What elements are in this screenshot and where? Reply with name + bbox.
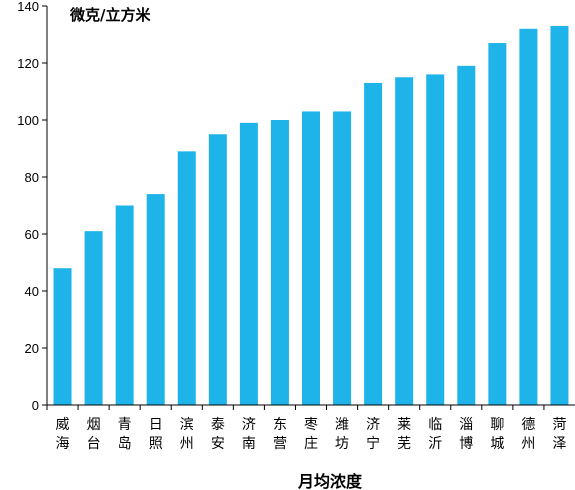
y-tick-label: 100 [17, 113, 39, 128]
y-tick-label: 120 [17, 56, 39, 71]
bar-7 [239, 122, 258, 405]
x-tick-label: 临 [428, 417, 442, 433]
y-tick-label: 0 [32, 398, 39, 413]
y-tick-label: 20 [25, 341, 39, 356]
x-tick-label: 东 [273, 417, 287, 433]
y-tick-label: 140 [17, 0, 39, 14]
x-tick-label: 庄 [304, 435, 318, 452]
y-tick-label: 80 [25, 170, 39, 185]
x-tick-label: 博 [459, 435, 473, 452]
bar-15 [488, 43, 507, 406]
x-tick-label: 泽 [552, 436, 566, 452]
x-tick-label: 沂 [428, 436, 442, 452]
bar-13 [426, 74, 445, 406]
x-tick-label: 州 [521, 436, 535, 452]
x-tick-label: 泰 [211, 417, 225, 433]
bar-1 [53, 268, 72, 405]
bar-6 [208, 134, 227, 405]
x-tick-label: 州 [180, 436, 194, 452]
bar-11 [364, 82, 383, 405]
x-tick-label: 菏 [552, 417, 566, 433]
x-tick-label: 济 [242, 417, 256, 433]
x-tick-label: 城 [490, 436, 504, 452]
x-tick-label: 照 [149, 436, 163, 452]
bar-9 [301, 111, 320, 405]
x-tick-label: 济 [366, 417, 380, 433]
bar-14 [457, 65, 476, 405]
x-tick-label: 莱 [397, 417, 411, 433]
x-tick-label: 滨 [180, 417, 194, 433]
y-unit-label: 微克/立方米 [69, 6, 151, 24]
x-tick-label: 海 [56, 436, 70, 452]
x-tick-label: 青 [118, 417, 132, 433]
x-tick-label: 营 [273, 436, 287, 452]
bar-12 [395, 77, 414, 405]
bar-16 [519, 28, 538, 406]
x-tick-label: 台 [87, 436, 101, 452]
bar-8 [270, 120, 289, 405]
y-tick-label: 60 [25, 227, 39, 242]
bar-5 [177, 151, 196, 405]
x-tick-label: 聊 [490, 417, 504, 433]
bar-17 [550, 25, 569, 405]
x-tick-label: 岛 [118, 436, 132, 452]
x-tick-label: 威 [56, 417, 70, 433]
bar-4 [146, 194, 165, 405]
x-tick-label: 坊 [335, 436, 349, 452]
x-tick-label: 日 [149, 417, 163, 433]
bar-2 [84, 231, 103, 405]
x-tick-label: 德 [521, 417, 535, 433]
y-tick-label: 40 [25, 284, 39, 299]
y-axis: 0 20 40 60 80 100 120 140 [17, 0, 48, 413]
x-tick-label: 潍 [335, 417, 349, 433]
x-tick-label: 烟 [87, 417, 101, 433]
x-tick-label: 淄 [459, 417, 473, 433]
x-tick-label: 南 [242, 436, 256, 452]
x-tick-label: 宁 [366, 435, 380, 452]
x-axis-title: 月均浓度 [297, 472, 363, 490]
x-tick-label: 枣 [304, 417, 318, 433]
bar-10 [333, 111, 352, 405]
bar-3 [115, 205, 134, 405]
x-tick-label: 安 [211, 436, 225, 452]
x-tick-label: 芜 [397, 435, 411, 452]
bars-group [53, 25, 569, 406]
